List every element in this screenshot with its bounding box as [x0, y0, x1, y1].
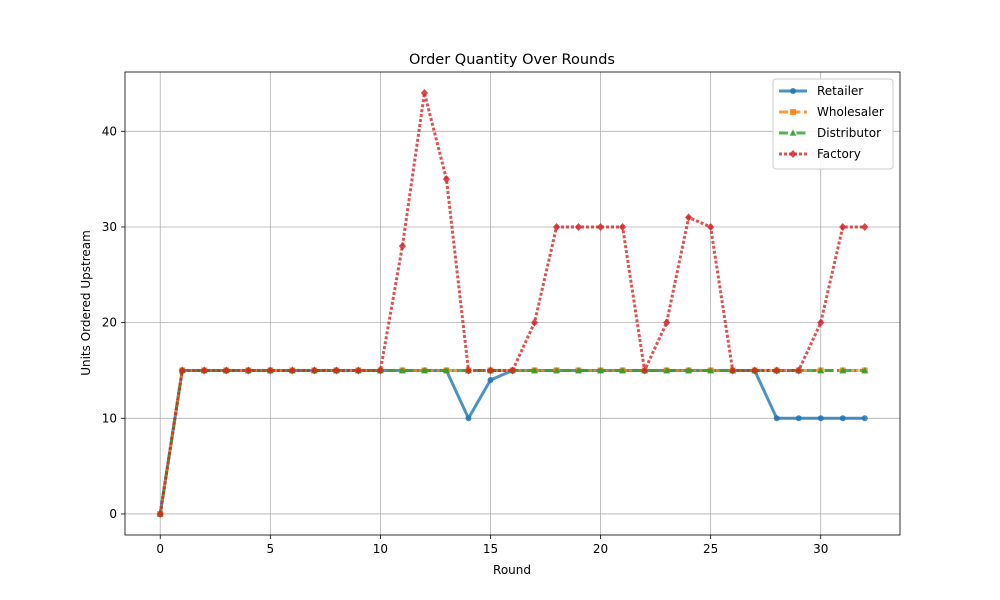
- legend-item-retailer: Retailer: [779, 84, 863, 98]
- factory-point: [773, 366, 781, 375]
- wholesaler-line: [158, 368, 865, 515]
- factory-point: [376, 366, 384, 375]
- factory-point: [663, 318, 671, 327]
- legend-item-wholesaler: Wholesaler: [779, 105, 884, 119]
- factory-point: [288, 366, 296, 375]
- axis-ticks: 0 5 10 15 20 25 30 0 10 20 30 40: [102, 124, 829, 556]
- factory-point: [420, 89, 429, 98]
- distributor-point: [531, 366, 538, 374]
- factory-point: [398, 242, 407, 251]
- distributor-point: [839, 366, 847, 374]
- factory-point: [574, 222, 583, 231]
- distributor-point: [663, 366, 671, 374]
- factory-point: [354, 366, 362, 375]
- series-layer: [156, 89, 869, 518]
- y-axis-label: Units Ordered Upstream: [79, 230, 93, 376]
- factory-point: [486, 366, 495, 375]
- distributor-point: [575, 366, 582, 374]
- wholesaler-series: [157, 367, 868, 517]
- factory-point: [530, 318, 539, 327]
- x-tick-label: 15: [483, 542, 498, 556]
- distributor-point: [861, 366, 869, 374]
- distributor-point: [817, 366, 825, 374]
- x-tick-label: 10: [373, 542, 388, 556]
- distributor-point: [399, 366, 406, 374]
- retailer-point: [487, 377, 494, 384]
- factory-point: [861, 222, 869, 231]
- grid-lines: [125, 72, 900, 535]
- x-tick-label: 0: [156, 542, 164, 556]
- legend-marker: [789, 129, 797, 136]
- distributor-point: [685, 366, 693, 374]
- factory-point: [685, 213, 693, 222]
- factory-point: [244, 366, 252, 375]
- distributor-line: [158, 368, 865, 515]
- distributor-series: [156, 366, 869, 517]
- y-tick-label: 0: [109, 507, 117, 521]
- retailer-point: [839, 415, 846, 422]
- factory-point: [200, 366, 208, 375]
- y-tick-label: 30: [102, 220, 117, 234]
- legend-label: Retailer: [817, 84, 863, 98]
- chart-title: Order Quantity Over Rounds: [409, 52, 615, 68]
- factory-point: [751, 366, 759, 375]
- factory-point: [729, 366, 737, 375]
- factory-point: [442, 175, 451, 184]
- distributor-point: [421, 366, 428, 374]
- x-tick-label: 30: [813, 542, 828, 556]
- distributor-point: [553, 366, 560, 374]
- legend-label: Factory: [817, 147, 861, 161]
- y-tick-label: 10: [102, 411, 117, 425]
- distributor-point: [443, 366, 450, 374]
- plot-frame: [124, 71, 901, 536]
- factory-point: [552, 222, 561, 231]
- legend-marker: [790, 109, 796, 115]
- retailer-line: [158, 368, 865, 515]
- factory-point: [795, 366, 803, 375]
- retailer-point: [861, 415, 868, 422]
- x-tick-label: 20: [593, 542, 608, 556]
- legend-box: [772, 78, 894, 170]
- factory-point: [817, 318, 825, 327]
- x-tick-label: 25: [703, 542, 718, 556]
- legend: Retailer Wholesaler Distributor Factory: [772, 78, 894, 170]
- legend-item-factory: Factory: [779, 147, 861, 161]
- x-tick-label: 5: [266, 542, 274, 556]
- factory-point: [641, 366, 649, 375]
- factory-line: [158, 91, 865, 515]
- factory-series: [156, 89, 869, 518]
- retailer-point: [817, 415, 824, 422]
- distributor-point: [707, 366, 715, 374]
- factory-point: [839, 222, 847, 231]
- factory-point: [310, 366, 318, 375]
- factory-point: [266, 366, 274, 375]
- factory-point: [156, 509, 164, 518]
- retailer-series: [157, 367, 868, 517]
- y-tick-label: 40: [102, 124, 117, 138]
- factory-point: [222, 366, 230, 375]
- factory-point: [508, 366, 517, 375]
- factory-point: [332, 366, 340, 375]
- distributor-point: [597, 366, 604, 374]
- retailer-point: [795, 415, 802, 422]
- legend-label: Wholesaler: [817, 105, 884, 119]
- factory-point: [618, 222, 627, 231]
- legend-marker: [790, 88, 796, 94]
- factory-point: [464, 366, 473, 375]
- distributor-point: [619, 366, 626, 374]
- retailer-point: [465, 415, 472, 422]
- y-tick-label: 20: [102, 316, 117, 330]
- x-axis-label: Round: [493, 563, 531, 577]
- factory-point: [178, 366, 186, 375]
- legend-label: Distributor: [817, 126, 881, 140]
- legend-item-distributor: Distributor: [779, 126, 881, 140]
- retailer-point: [773, 415, 780, 422]
- factory-point: [596, 222, 605, 231]
- legend-marker: [789, 150, 797, 158]
- factory-point: [707, 222, 715, 231]
